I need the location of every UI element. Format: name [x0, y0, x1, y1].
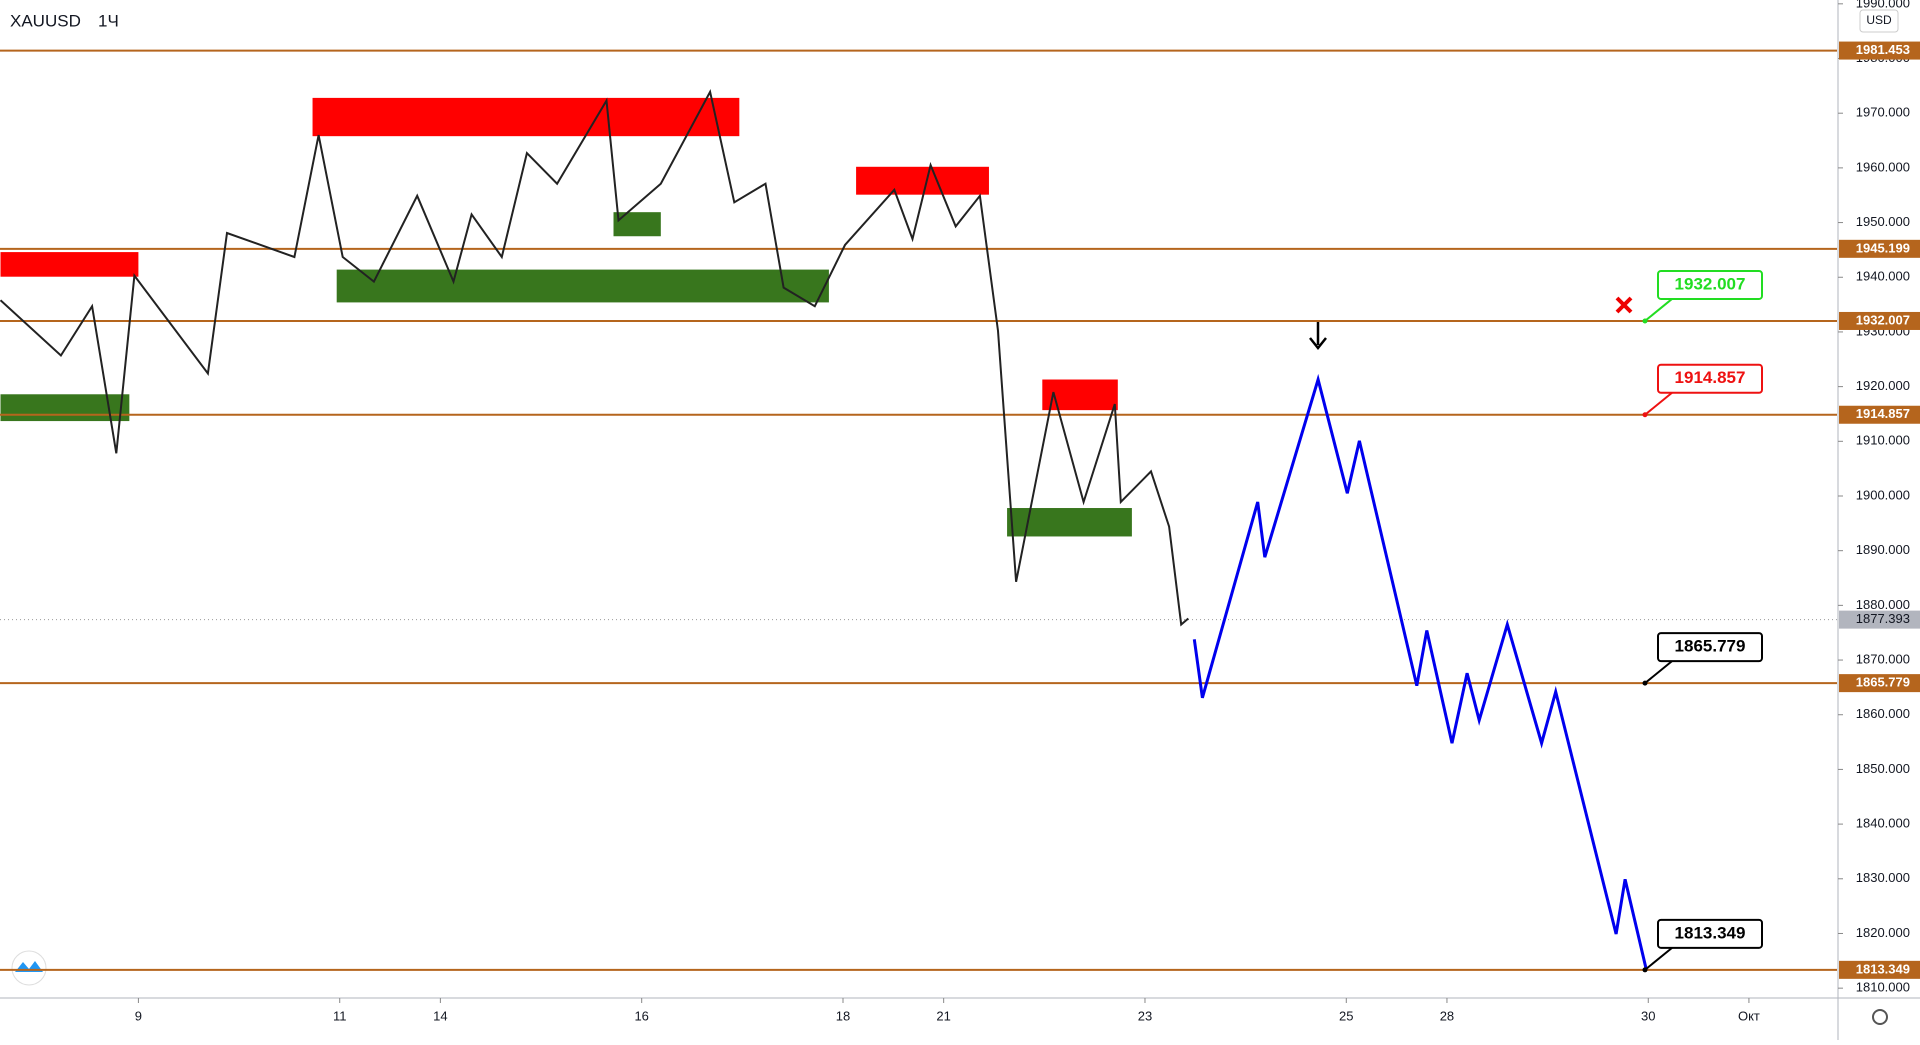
- y-tick-label: 1900.000: [1856, 487, 1910, 502]
- y-tick-label: 1960.000: [1856, 159, 1910, 174]
- y-tick-label: 1850.000: [1856, 761, 1910, 776]
- y-tick-label: 1810.000: [1856, 980, 1910, 995]
- callout-box: [1657, 918, 1763, 949]
- level-tag-label: 1945.199: [1856, 240, 1910, 255]
- y-tick-label: 1880.000: [1856, 597, 1910, 612]
- level-tag-label: 1914.857: [1856, 406, 1910, 421]
- y-tick-label: 1990.000: [1856, 0, 1910, 10]
- callout-box: [1657, 363, 1763, 394]
- level-tag: [1839, 239, 1920, 258]
- callout-pointer: [1644, 298, 1673, 322]
- x-tick-label: 16: [634, 1008, 648, 1023]
- level-tag: [1839, 41, 1920, 60]
- level-tag-label: 1932.007: [1856, 312, 1910, 327]
- interval: 1Ч: [98, 11, 119, 30]
- x-tick-label: 21: [936, 1008, 950, 1023]
- callout-pointer: [1644, 391, 1673, 416]
- currency-box[interactable]: [1859, 9, 1899, 33]
- y-tick-label: 1920.000: [1856, 378, 1910, 393]
- level-tag: [1839, 311, 1920, 330]
- plot: [0, 49, 1837, 971]
- last-price-label: 1877.393: [1856, 611, 1910, 626]
- x-tick-label: 14: [433, 1008, 447, 1023]
- callout-box: [1657, 632, 1763, 663]
- zone: [312, 97, 740, 137]
- level-tag: [1839, 960, 1920, 979]
- y-tick-label: 1970.000: [1856, 105, 1910, 120]
- zone: [0, 252, 139, 277]
- callout-pointer: [1644, 660, 1673, 684]
- y-tick-label: 1950.000: [1856, 214, 1910, 229]
- y-tick-label: 1870.000: [1856, 651, 1910, 666]
- callout-label: 1932.007: [1675, 274, 1746, 293]
- x-tick-label: Окт: [1738, 1008, 1760, 1023]
- x-tick-label: 9: [135, 1008, 142, 1023]
- arrow-icon: [1309, 322, 1327, 351]
- x-tick-label: 30: [1641, 1008, 1655, 1023]
- callout-anchor: [1642, 412, 1648, 418]
- level-tag-label: 1813.349: [1856, 961, 1910, 976]
- x-tick-label: 25: [1339, 1008, 1353, 1023]
- price-line: [1192, 373, 1648, 970]
- callout-pointer: [1644, 947, 1673, 971]
- zone: [856, 166, 989, 195]
- logo[interactable]: [11, 950, 47, 986]
- callout-box: [1657, 269, 1763, 300]
- settings-icon[interactable]: [1872, 1009, 1888, 1025]
- level-tag-label: 1865.779: [1856, 675, 1910, 690]
- callout-label: 1865.779: [1675, 637, 1746, 656]
- last-price-tag: [1839, 610, 1920, 629]
- callout-anchor: [1642, 318, 1648, 324]
- callout-label: 1914.857: [1675, 368, 1746, 387]
- x-tick-label: 11: [333, 1008, 347, 1023]
- y-tick-label: 1940.000: [1856, 269, 1910, 284]
- level-tag: [1839, 674, 1920, 693]
- x-tick-label: 18: [836, 1008, 850, 1023]
- y-tick-label: 1840.000: [1856, 816, 1910, 831]
- callout-anchor: [1642, 967, 1648, 973]
- zone: [336, 269, 829, 303]
- y-tick-label: 1820.000: [1856, 925, 1910, 940]
- y-tick-label: 1910.000: [1856, 433, 1910, 448]
- x-tick-label: 23: [1138, 1008, 1152, 1023]
- y-tick-label: 1890.000: [1856, 542, 1910, 557]
- y-tick-label: 1830.000: [1856, 870, 1910, 885]
- callout-anchor: [1642, 680, 1648, 686]
- cross-icon: [1615, 296, 1633, 314]
- level-tag: [1839, 405, 1920, 424]
- level-tag-label: 1981.453: [1856, 42, 1910, 57]
- zone: [613, 212, 661, 237]
- price-line: [0, 89, 1189, 627]
- y-tick-label: 1860.000: [1856, 706, 1910, 721]
- symbol: XAUUSD: [10, 11, 81, 30]
- currency: USD: [1866, 13, 1892, 27]
- callout-label: 1813.349: [1675, 923, 1746, 942]
- x-tick-label: 28: [1440, 1008, 1454, 1023]
